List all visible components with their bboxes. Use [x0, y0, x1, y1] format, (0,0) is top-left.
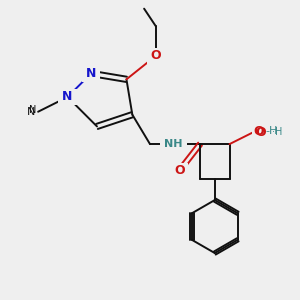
Text: N: N	[62, 91, 73, 103]
FancyBboxPatch shape	[82, 65, 100, 82]
Text: NH: NH	[164, 139, 183, 149]
Text: O: O	[151, 49, 161, 62]
Text: N: N	[86, 67, 96, 80]
Text: N: N	[27, 107, 35, 117]
Text: ·H: ·H	[272, 127, 283, 137]
Text: O: O	[254, 125, 264, 138]
Text: O: O	[174, 164, 185, 177]
Text: O: O	[255, 126, 266, 139]
FancyBboxPatch shape	[171, 163, 188, 179]
FancyBboxPatch shape	[160, 136, 187, 153]
Text: -H: -H	[266, 126, 278, 136]
FancyBboxPatch shape	[58, 89, 77, 105]
FancyBboxPatch shape	[147, 48, 165, 64]
Text: N: N	[28, 105, 36, 115]
FancyBboxPatch shape	[252, 124, 268, 140]
